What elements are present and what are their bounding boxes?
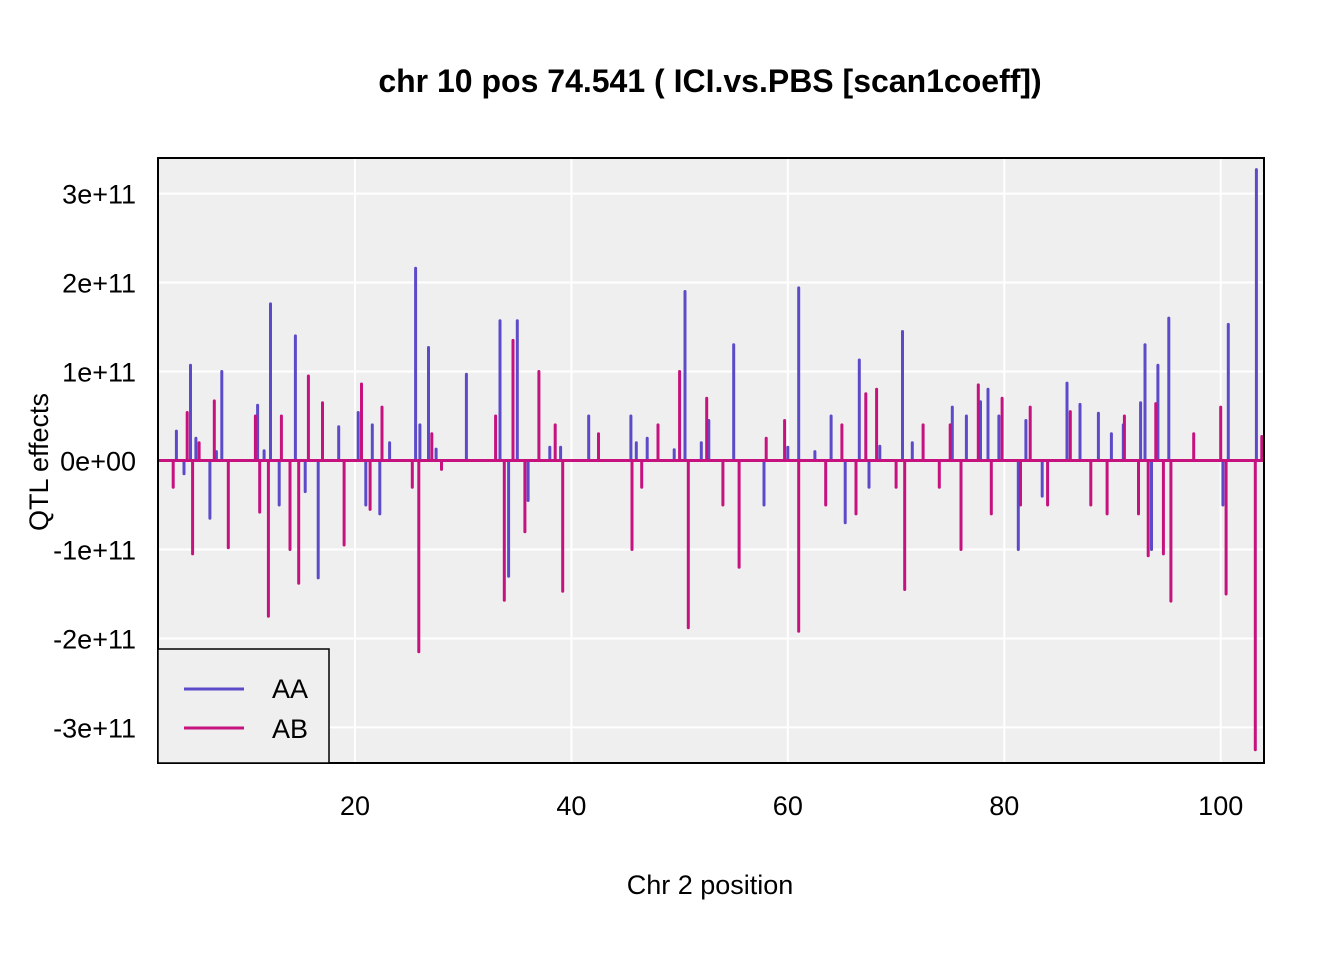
y-tick-label: -2e+11 <box>53 624 136 654</box>
y-tick-label: 1e+11 <box>62 358 136 388</box>
x-tick-label: 40 <box>556 791 586 821</box>
y-tick-label: -3e+11 <box>53 713 136 743</box>
x-tick-label: 80 <box>989 791 1019 821</box>
y-axis-label: QTL effects <box>24 393 54 531</box>
x-tick-label: 20 <box>340 791 370 821</box>
x-axis: 20 40 60 80 100 <box>340 791 1243 821</box>
y-tick-label: 0e+00 <box>60 447 136 477</box>
x-tick-label: 100 <box>1198 791 1243 821</box>
y-tick-label: 2e+11 <box>62 269 136 299</box>
chart-title: chr 10 pos 74.541 ( ICI.vs.PBS [scan1coe… <box>378 63 1041 99</box>
x-axis-label: Chr 2 position <box>627 870 794 900</box>
legend-box <box>157 648 330 764</box>
y-tick-label: 3e+11 <box>62 180 136 210</box>
y-axis: -3e+11 -2e+11 -1e+11 0e+00 1e+11 2e+11 3e+11 <box>53 180 136 744</box>
legend-label-ab: AB <box>272 714 308 744</box>
legend: AA AB <box>157 648 330 764</box>
legend-label-aa: AA <box>272 674 308 704</box>
series-line-ab <box>158 338 1264 752</box>
series-lines <box>158 168 1264 752</box>
x-tick-label: 60 <box>773 791 803 821</box>
y-tick-label: -1e+11 <box>53 535 136 565</box>
plot-frame <box>157 157 1265 764</box>
